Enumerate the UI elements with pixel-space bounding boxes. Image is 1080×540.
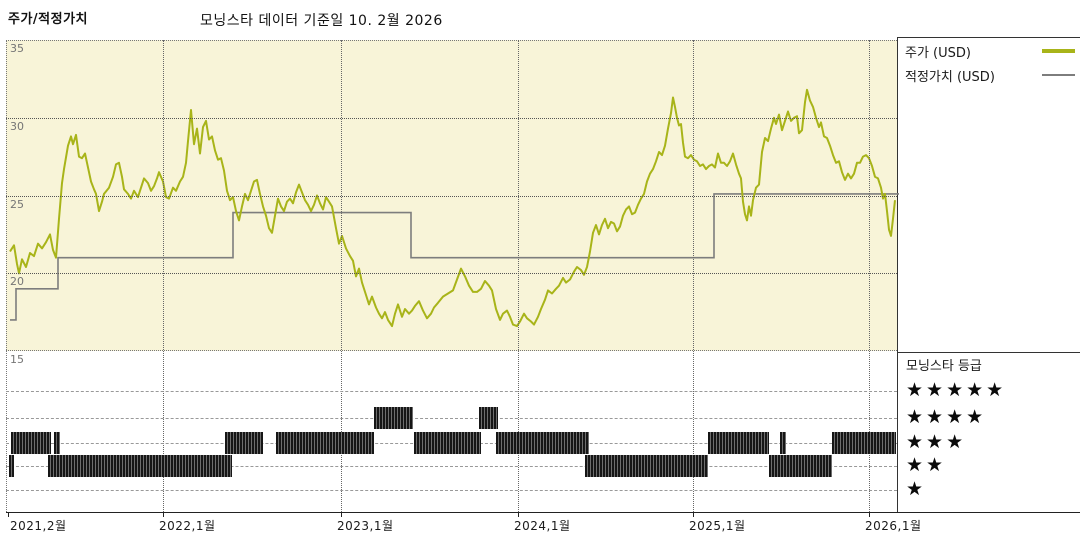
rating-row-gridline (6, 466, 897, 467)
chart-title: 모닝스타 데이터 기준일 10. 2월 2026 (200, 13, 443, 29)
legend-panel-border (897, 37, 1080, 38)
x-axis-tick (341, 512, 342, 517)
rating-mark-segment (708, 432, 769, 454)
rating-stars-4: ★★★★ (906, 406, 987, 428)
y-axis-label: 25 (10, 197, 24, 211)
x-axis-tick (8, 512, 9, 517)
x-axis-tick (869, 512, 870, 517)
x-axis-label: 2022,1월 (159, 519, 216, 533)
horizontal-gridline (6, 195, 897, 197)
x-axis-label: 2024,1월 (514, 519, 571, 533)
vertical-gridline (163, 40, 164, 512)
page-title: 주가/적정가치 (8, 12, 89, 27)
price-line-swatch (1042, 49, 1075, 53)
fair-value-line-swatch (1042, 74, 1075, 76)
legend-item-price[interactable]: 주가 (USD) (905, 42, 1075, 61)
x-axis-tick (163, 512, 164, 517)
x-axis-label: 2023,1월 (337, 519, 394, 533)
y-axis-label: 15 (10, 353, 24, 366)
horizontal-gridline (6, 273, 897, 275)
vertical-gridline (693, 40, 694, 512)
rating-stars-1: ★ (906, 478, 927, 500)
rating-mark-segment (11, 432, 51, 454)
x-axis-line (6, 512, 1080, 513)
legend-label-fair-value: 적정가치 (USD) (905, 69, 995, 85)
vertical-gridline (518, 40, 519, 512)
vertical-gridline (869, 40, 870, 512)
price-line (9, 88, 896, 328)
rating-mark-segment (832, 432, 896, 454)
rating-stars-2: ★★ (906, 454, 947, 476)
x-axis-label: 2021,2월 (10, 519, 67, 533)
rating-row-gridline (6, 490, 897, 491)
rating-mark-segment (585, 455, 708, 477)
rating-panel-title: 모닝스타 등급 (906, 359, 982, 374)
y-axis-label: 35 (10, 42, 24, 55)
rating-mark-segment (780, 432, 786, 454)
legend-label-price: 주가 (USD) (905, 45, 971, 61)
x-axis-tick (693, 512, 694, 517)
rating-mark-segment (769, 455, 832, 477)
rating-mark-segment (496, 432, 589, 454)
y-axis-line (6, 40, 7, 512)
rating-stars-5: ★★★★★ (906, 379, 1007, 401)
rating-stars-3: ★★★ (906, 431, 967, 453)
rating-row-gridline (6, 391, 897, 392)
legend-item-fair-value[interactable]: 적정가치 (USD) (905, 66, 1075, 85)
panel-divider (897, 37, 898, 512)
vertical-gridline (341, 40, 342, 512)
rating-mark-segment (9, 455, 14, 477)
rating-plot-area[interactable] (6, 351, 897, 512)
y-axis-label: 20 (10, 275, 24, 289)
x-axis-label: 2025,1월 (689, 519, 746, 533)
rating-panel-border (897, 352, 1080, 353)
y-axis-label: 30 (10, 119, 24, 133)
rating-mark-segment (48, 455, 232, 477)
rating-mark-segment (276, 432, 374, 454)
horizontal-gridline (6, 117, 897, 119)
rating-mark-segment (54, 432, 60, 454)
x-axis-label: 2026,1월 (865, 519, 922, 533)
rating-row-gridline (6, 418, 897, 419)
x-axis-tick (518, 512, 519, 517)
rating-mark-segment (414, 432, 481, 454)
fair-value-line (10, 193, 899, 321)
rating-mark-segment (374, 407, 413, 429)
rating-mark-segment (225, 432, 263, 454)
rating-mark-segment (479, 407, 498, 429)
